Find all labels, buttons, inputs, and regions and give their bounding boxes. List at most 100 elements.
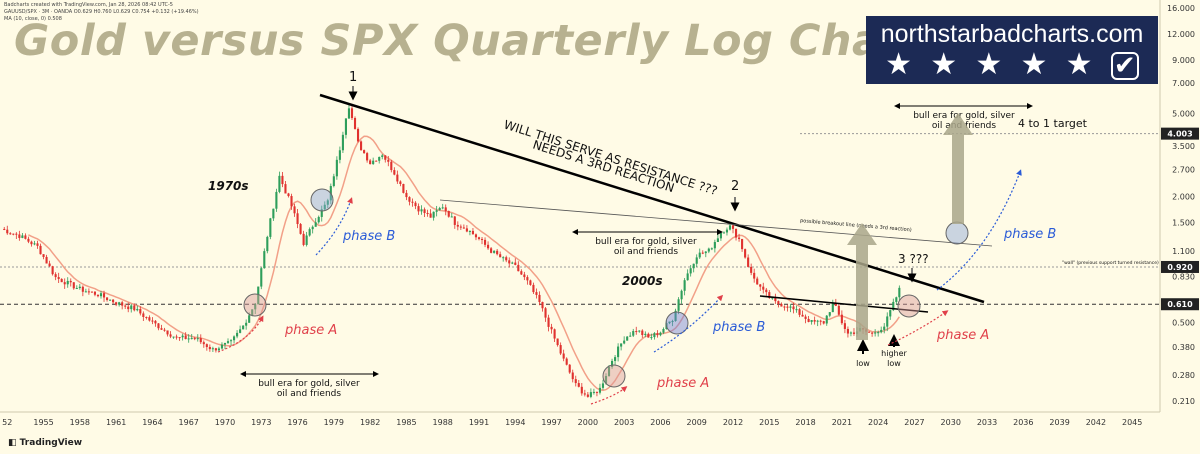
candle-body: [586, 394, 589, 397]
candle-body: [710, 248, 713, 250]
x-tick-label: 2045: [1122, 418, 1142, 427]
candle-body: [459, 226, 462, 228]
candle-body: [169, 334, 172, 337]
candle-body: [393, 170, 396, 175]
y-tick-label: 9.000: [1172, 56, 1195, 65]
x-tick-label: 1997: [541, 418, 561, 427]
candle-body: [834, 302, 837, 306]
target-arrow-2: [943, 113, 973, 224]
candle-body: [871, 332, 874, 334]
y-tick-label: 2.700: [1172, 165, 1195, 174]
candle-body: [263, 251, 266, 269]
candle-body: [287, 193, 290, 197]
star-icon: ★: [1065, 47, 1093, 82]
candle-body: [278, 175, 281, 192]
candle-body: [426, 212, 429, 214]
candle-body: [592, 391, 595, 393]
candle-body: [686, 273, 689, 281]
y-tick-label: 0.210: [1172, 397, 1195, 406]
candle-body: [396, 174, 399, 182]
candle-body: [550, 326, 553, 330]
candle-body: [353, 118, 357, 129]
star-icon: ★: [885, 47, 913, 82]
candle-body: [308, 229, 311, 236]
candle-body: [583, 393, 586, 395]
breakout-line: [439, 199, 993, 247]
candle-body: [656, 333, 659, 336]
candle-body: [895, 297, 898, 302]
candle-body: [728, 225, 732, 230]
candle-body: [390, 161, 393, 171]
phase-b-marker-1970s: [310, 188, 334, 212]
candle-body: [502, 257, 505, 259]
target-label: 4 to 1 target: [1018, 117, 1088, 130]
candle-body: [299, 224, 302, 234]
y-tick-label: 3.500: [1172, 142, 1195, 151]
x-tick-label: 1991: [469, 418, 489, 427]
phase-a-label-2: phase A: [656, 376, 709, 391]
candle-body: [704, 251, 707, 254]
candle-body: [462, 227, 465, 229]
candle-body: [783, 306, 786, 308]
candle-body: [284, 184, 287, 194]
candle-body: [302, 233, 305, 245]
x-tick-label: 1994: [505, 418, 525, 427]
x-tick-label: 2036: [1013, 418, 1033, 427]
candle-body: [115, 302, 118, 305]
y-tick-label: 1.100: [1172, 247, 1195, 256]
x-tick-label: 2003: [614, 418, 634, 427]
candle-body: [719, 232, 722, 239]
bull-era-2000s-line2: oil and friends: [614, 247, 678, 257]
candle-body: [281, 175, 284, 185]
candle-body: [641, 330, 644, 336]
candle-body: [868, 331, 871, 333]
chart-header-line1: Badcharts created with TradingView.com, …: [4, 2, 173, 8]
candle-body: [311, 226, 314, 230]
candle-body: [792, 306, 795, 310]
phase-b-arrow-2: [653, 294, 724, 353]
brand-url: northstarbadcharts.com: [880, 20, 1144, 48]
candle-body: [142, 313, 145, 317]
candle-body: [372, 160, 375, 165]
candle-body: [6, 229, 9, 234]
candle-body: [375, 160, 378, 162]
candle-body: [429, 213, 432, 218]
x-tick-label: 1967: [179, 418, 199, 427]
candle-body: [756, 278, 759, 285]
candle-body: [483, 239, 487, 245]
candle-body: [722, 232, 725, 234]
candle-body: [441, 207, 444, 209]
candle-body: [889, 310, 892, 317]
candle-body: [798, 309, 801, 315]
candle-body: [133, 305, 136, 311]
candle-body: [266, 236, 269, 252]
candle-body: [840, 314, 843, 324]
candle-body: [635, 331, 638, 333]
candle-body: [701, 252, 704, 254]
candle-body: [193, 338, 196, 340]
higher-low-label-1: higher: [881, 349, 907, 358]
candle-body: [614, 357, 617, 361]
candle-body: [60, 278, 63, 283]
candle-body: [151, 320, 154, 322]
y-tick-label: 0.500: [1172, 318, 1195, 327]
x-tick-label: 1955: [33, 418, 53, 427]
candle-body: [499, 254, 502, 258]
candle-body: [232, 336, 236, 341]
candle-body: [320, 209, 323, 217]
chart-header-line3: MA (10, close, 0) 0.508: [4, 16, 62, 22]
x-tick-label: 1958: [70, 418, 90, 427]
candle-body: [762, 286, 765, 290]
candle-body: [493, 250, 496, 253]
bull-era-1970s-line2: oil and friends: [277, 389, 341, 399]
candle-body: [347, 108, 351, 119]
y-tick-label: 5.000: [1172, 109, 1195, 118]
candle-body: [369, 160, 372, 165]
bull-era-future-line1: bull era for gold, silver: [913, 111, 1015, 121]
candle-body: [828, 312, 831, 316]
candle-body: [405, 192, 408, 198]
brand-banner[interactable]: northstarbadcharts.com ★ ★ ★ ★ ★ ✔: [866, 16, 1158, 84]
candle-body: [852, 332, 856, 334]
tradingview-logo[interactable]: ◧ TradingView: [8, 438, 82, 448]
candle-body: [27, 238, 30, 242]
